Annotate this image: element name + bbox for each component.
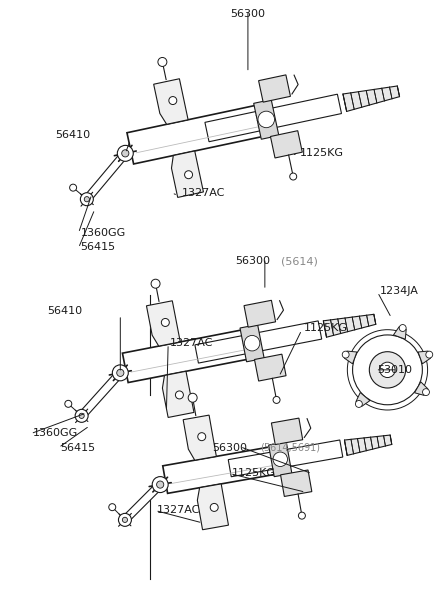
Circle shape <box>109 503 116 511</box>
Circle shape <box>356 401 362 407</box>
Circle shape <box>122 517 128 522</box>
Circle shape <box>75 409 88 423</box>
Text: 56410: 56410 <box>55 130 91 140</box>
Polygon shape <box>240 325 264 362</box>
Polygon shape <box>244 300 275 327</box>
Text: 56300: 56300 <box>212 443 247 453</box>
Circle shape <box>70 184 77 191</box>
Polygon shape <box>122 328 258 382</box>
Text: 1360GG: 1360GG <box>81 228 126 238</box>
Circle shape <box>342 351 349 358</box>
Circle shape <box>79 413 84 418</box>
Polygon shape <box>122 482 163 523</box>
Circle shape <box>298 512 305 519</box>
Circle shape <box>198 433 206 441</box>
Text: 1327AC: 1327AC <box>170 338 213 348</box>
Circle shape <box>169 97 177 105</box>
Polygon shape <box>172 151 203 198</box>
Circle shape <box>152 477 168 492</box>
Circle shape <box>188 393 197 402</box>
Polygon shape <box>259 75 290 102</box>
Polygon shape <box>162 371 194 418</box>
Circle shape <box>84 196 89 202</box>
Polygon shape <box>254 354 286 381</box>
Circle shape <box>258 111 275 128</box>
Polygon shape <box>195 321 322 363</box>
Polygon shape <box>183 415 216 460</box>
Polygon shape <box>271 418 303 444</box>
Circle shape <box>422 389 429 396</box>
Circle shape <box>176 391 183 399</box>
Polygon shape <box>198 484 228 530</box>
Circle shape <box>112 365 128 381</box>
Text: 56300: 56300 <box>231 9 265 19</box>
Polygon shape <box>205 94 341 142</box>
Polygon shape <box>343 86 400 111</box>
Polygon shape <box>228 440 343 477</box>
Polygon shape <box>163 445 285 493</box>
Text: 56300: 56300 <box>235 256 270 266</box>
Polygon shape <box>414 382 428 395</box>
Circle shape <box>273 452 287 466</box>
Polygon shape <box>269 442 292 477</box>
Polygon shape <box>147 301 180 346</box>
Text: 56415: 56415 <box>81 242 116 252</box>
Polygon shape <box>393 326 406 339</box>
Text: 56410: 56410 <box>48 306 83 316</box>
Circle shape <box>118 513 132 527</box>
Text: 1125KG: 1125KG <box>300 148 344 158</box>
Polygon shape <box>281 470 312 497</box>
Circle shape <box>426 351 433 358</box>
Polygon shape <box>345 351 357 364</box>
Polygon shape <box>254 100 279 139</box>
Circle shape <box>244 336 260 351</box>
Text: 1327AC: 1327AC <box>182 188 225 198</box>
Text: (5614): (5614) <box>281 256 318 266</box>
Text: 1360GG: 1360GG <box>33 427 78 438</box>
Circle shape <box>117 369 124 376</box>
Polygon shape <box>356 393 370 406</box>
Text: 1125KG: 1125KG <box>232 468 276 478</box>
Circle shape <box>117 145 133 161</box>
Circle shape <box>290 173 297 180</box>
Circle shape <box>122 150 129 157</box>
Polygon shape <box>127 103 273 164</box>
Polygon shape <box>418 351 431 364</box>
Circle shape <box>65 400 72 407</box>
Polygon shape <box>79 370 123 418</box>
Circle shape <box>352 335 422 405</box>
Circle shape <box>380 362 395 378</box>
Circle shape <box>273 396 280 404</box>
Circle shape <box>369 351 406 388</box>
Circle shape <box>161 319 169 326</box>
Polygon shape <box>323 314 376 337</box>
Text: (5614,5691): (5614,5691) <box>260 443 320 453</box>
Circle shape <box>185 171 193 179</box>
Polygon shape <box>271 131 302 158</box>
Circle shape <box>151 279 160 288</box>
Circle shape <box>157 481 164 488</box>
Circle shape <box>210 503 218 511</box>
Circle shape <box>81 193 93 206</box>
Text: 1125KG: 1125KG <box>304 323 348 333</box>
Text: 56415: 56415 <box>61 443 95 453</box>
Polygon shape <box>345 435 392 455</box>
Text: 53010: 53010 <box>378 365 413 375</box>
Text: 1234JA: 1234JA <box>379 286 418 296</box>
Circle shape <box>158 58 167 66</box>
Polygon shape <box>84 151 128 202</box>
Polygon shape <box>154 79 188 124</box>
Text: 1327AC: 1327AC <box>157 505 201 514</box>
Circle shape <box>399 325 406 331</box>
